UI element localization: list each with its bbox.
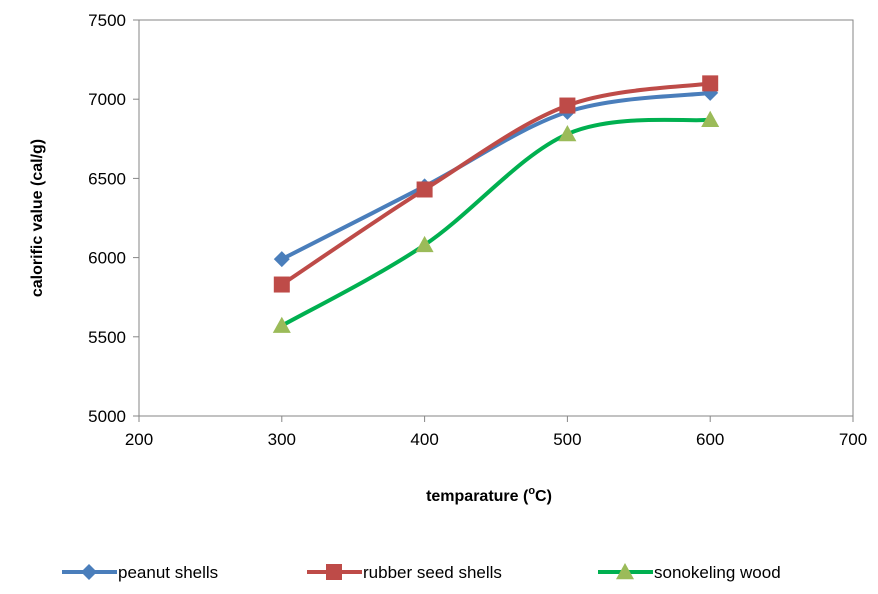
legend-label: peanut shells xyxy=(118,563,218,582)
series-peanut-shells xyxy=(273,84,719,268)
data-point-marker xyxy=(558,125,577,142)
x-axis-ticks: 200 300 400 500 600 700 xyxy=(125,416,867,449)
legend-swatch-marker xyxy=(326,564,342,580)
y-axis-title: calorific value (cal/g) xyxy=(29,139,46,297)
y-tick-label: 6500 xyxy=(88,169,126,188)
data-point-marker xyxy=(416,181,433,198)
y-tick-label: 5500 xyxy=(88,328,126,347)
legend-label: sonokeling wood xyxy=(654,563,781,582)
y-tick-label: 7500 xyxy=(88,11,126,30)
legend-label: rubber seed shells xyxy=(363,563,502,582)
legend-swatch-marker xyxy=(81,564,97,580)
data-point-marker xyxy=(415,235,434,253)
x-tick-label: 600 xyxy=(696,430,724,449)
legend: peanut shells rubber seed shells sonokelin… xyxy=(62,563,781,582)
data-point-marker xyxy=(272,316,291,333)
x-axis-title-end: C) xyxy=(535,488,552,505)
x-axis-title-superscript: o xyxy=(528,485,535,497)
x-axis-title-main: temparature ( xyxy=(426,488,529,505)
data-point-marker xyxy=(273,251,290,268)
data-point-marker xyxy=(701,110,720,127)
y-tick-label: 7000 xyxy=(88,90,126,109)
plot-area xyxy=(138,19,854,417)
x-tick-label: 400 xyxy=(410,430,438,449)
y-tick-label: 6000 xyxy=(88,249,126,268)
y-tick-label: 5000 xyxy=(88,407,126,426)
y-axis-ticks: 5000 5500 6000 6500 7000 7500 xyxy=(88,11,139,426)
x-tick-label: 700 xyxy=(839,430,867,449)
legend-item: rubber seed shells xyxy=(307,563,502,582)
series-line xyxy=(280,90,711,261)
data-point-marker xyxy=(273,276,290,293)
series-rubber-seed-shells xyxy=(273,75,719,293)
x-tick-label: 300 xyxy=(268,430,296,449)
plot-border xyxy=(138,19,854,417)
data-point-marker xyxy=(702,75,719,92)
x-tick-label: 500 xyxy=(553,430,581,449)
series-sonokeling-wood xyxy=(272,110,720,333)
x-tick-label: 200 xyxy=(125,430,153,449)
series-line xyxy=(280,117,711,328)
data-point-marker xyxy=(559,97,576,114)
series-line xyxy=(280,81,711,287)
x-axis-title: temparature (oC) xyxy=(426,485,552,505)
series-layer xyxy=(272,75,720,333)
legend-item: peanut shells xyxy=(62,563,218,582)
legend-swatch-marker xyxy=(616,563,634,580)
legend-item: sonokeling wood xyxy=(598,563,781,582)
